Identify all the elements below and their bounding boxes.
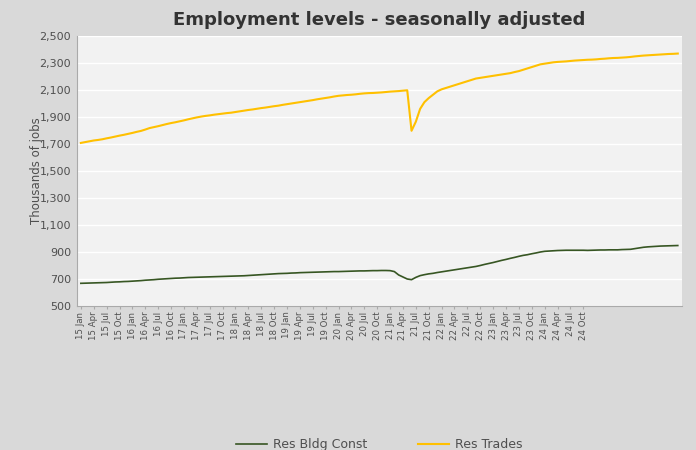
Res Bldg Const [77, 281, 85, 286]
Res Bldg Const [98, 280, 106, 285]
Res Trades [98, 137, 106, 142]
Y-axis label: Thousands of jobs: Thousands of jobs [30, 117, 43, 225]
Res Bldg Const [184, 275, 192, 280]
Res Trades [674, 51, 682, 56]
Res Trades [77, 140, 85, 146]
Line: Res Bldg Const: Res Bldg Const [81, 246, 678, 284]
Res Bldg Const [137, 278, 145, 284]
Res Trades [665, 51, 673, 57]
Res Trades [111, 134, 120, 140]
Line: Res Trades: Res Trades [81, 54, 678, 143]
Res Bldg Const [111, 279, 120, 285]
Title: Employment levels - seasonally adjusted: Employment levels - seasonally adjusted [173, 11, 585, 29]
Res Bldg Const [674, 243, 682, 248]
Res Trades [137, 128, 145, 134]
Res Bldg Const [373, 268, 381, 273]
Res Bldg Const [665, 243, 673, 248]
Legend: Res Bldg Const, Res Trades: Res Bldg Const, Res Trades [231, 433, 528, 450]
Res Trades [184, 117, 192, 122]
Res Trades [373, 90, 381, 95]
